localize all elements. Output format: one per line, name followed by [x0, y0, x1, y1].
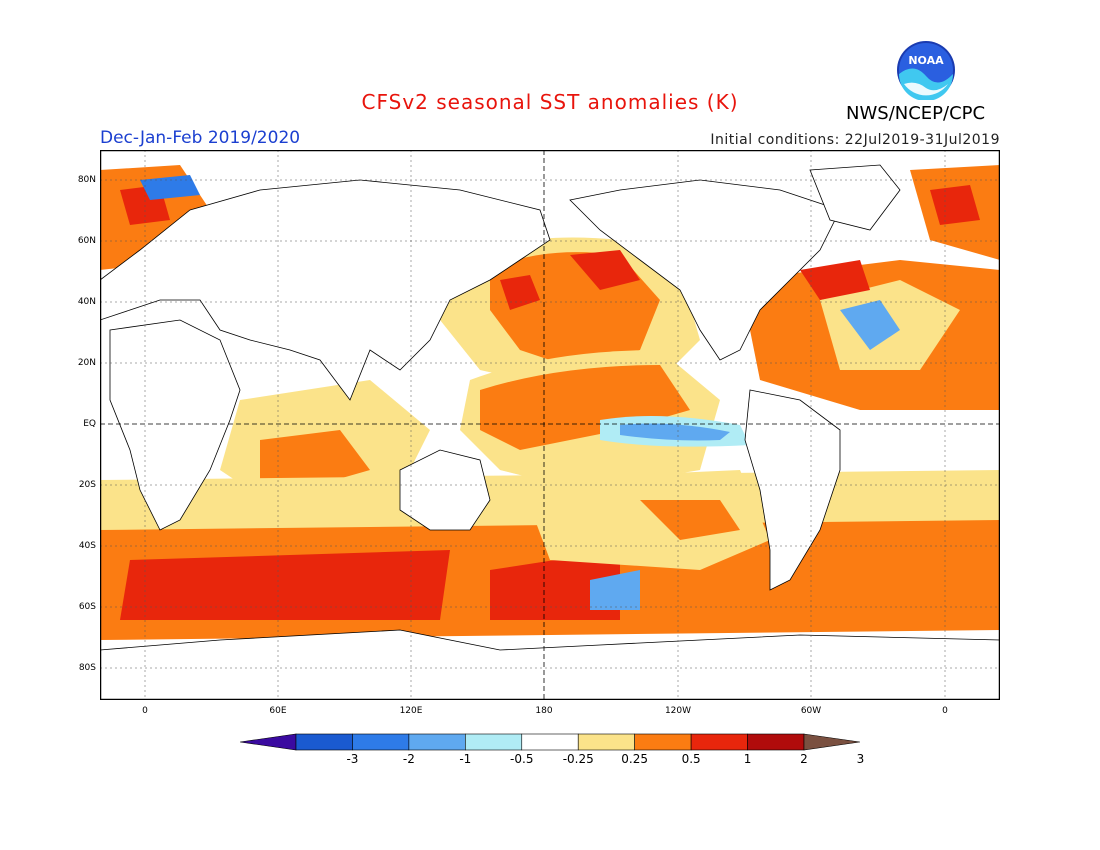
lon-label-120e: 120E — [399, 706, 423, 716]
colorbar-box — [690, 733, 748, 751]
colorbar-extend-low — [240, 733, 297, 751]
colorbar-label: 3 — [856, 752, 865, 766]
lat-label-40s: 40S — [78, 541, 96, 551]
lon-label-180: 180 — [535, 706, 553, 716]
lon-label-60w: 60W — [800, 706, 822, 716]
colorbar-box — [352, 733, 410, 751]
lat-label-60n: 60N — [77, 236, 96, 246]
colorbar-label: 2 — [800, 752, 808, 766]
continents — [100, 164, 1000, 700]
sst-anomaly-map — [100, 150, 1000, 700]
lat-label-20s: 20S — [78, 480, 96, 490]
noaa-logo: NOAA — [897, 41, 955, 100]
agency-label: NWS/NCEP/CPC — [846, 103, 986, 124]
map-gridlines — [100, 150, 1000, 700]
colorbar-box — [577, 733, 635, 751]
lon-label-0-east: 0 — [942, 706, 948, 716]
logo-text: NOAA — [908, 54, 944, 67]
lat-label-eq: EQ — [83, 419, 96, 429]
colorbar-label: 1 — [743, 752, 752, 766]
chart-title: CFSv2 seasonal SST anomalies (K) — [361, 90, 739, 114]
equator-dateline — [100, 150, 1000, 700]
lat-label-80s: 80S — [78, 663, 96, 673]
colorbar-box — [521, 733, 579, 751]
initial-conditions-label: Initial conditions: 22Jul2019-31Jul2019 — [710, 132, 1000, 148]
map-border — [100, 150, 1000, 700]
colorbar-label: 0.5 — [681, 752, 701, 766]
colorbar-box — [295, 733, 353, 751]
colorbar-label: -2 — [402, 752, 415, 766]
colorbar-box — [634, 733, 692, 751]
colorbar — [240, 733, 860, 751]
colorbar-label: -3 — [346, 752, 359, 766]
colorbar-label: -0.5 — [510, 752, 534, 766]
colorbar-box — [465, 733, 523, 751]
lat-label-20n: 20N — [77, 358, 96, 368]
lon-label-120w: 120W — [664, 706, 692, 716]
lat-label-80n: 80N — [77, 175, 96, 185]
colorbar-label: 0.25 — [621, 752, 649, 766]
colorbar-label: -0.25 — [562, 752, 594, 766]
colorbar-box — [408, 733, 466, 751]
lon-label-60e: 60E — [269, 706, 287, 716]
colorbar-extend-high — [803, 733, 860, 751]
colorbar-label: -1 — [459, 752, 472, 766]
lon-label-0: 0 — [142, 706, 148, 716]
lat-label-60s: 60S — [78, 602, 96, 612]
lat-label-40n: 40N — [77, 297, 96, 307]
colorbar-box — [747, 733, 805, 751]
season-label: Dec-Jan-Feb 2019/2020 — [100, 128, 301, 148]
